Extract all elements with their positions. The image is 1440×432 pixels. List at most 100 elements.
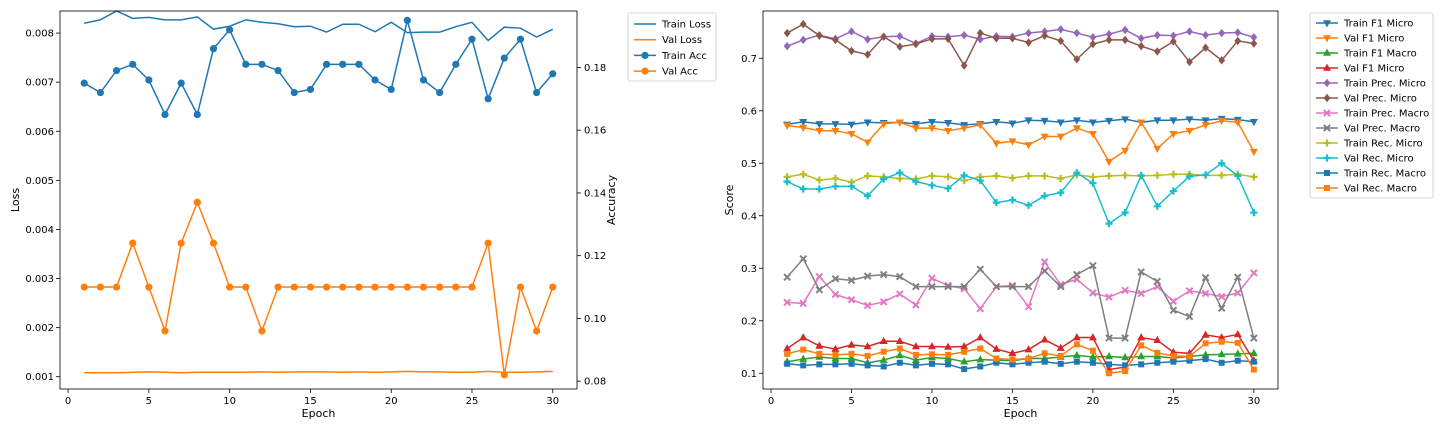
data-point	[419, 283, 428, 291]
y-right-tick-label: 0.12	[584, 251, 606, 262]
data-point	[928, 172, 936, 180]
data-point	[783, 178, 791, 186]
data-point	[468, 283, 476, 291]
data-point	[1056, 119, 1065, 127]
data-point	[1153, 202, 1161, 210]
data-point	[1169, 297, 1178, 306]
data-point	[177, 79, 185, 87]
data-point	[1250, 334, 1258, 342]
data-point	[1169, 131, 1178, 139]
series-line	[84, 10, 554, 42]
y-right-tick-label: 0.14	[584, 188, 606, 199]
data-point	[799, 124, 808, 132]
y-left-tick-label: 0.005	[25, 176, 54, 187]
y-right-tick-label: 0.10	[584, 314, 606, 325]
data-point	[1089, 261, 1097, 270]
data-point	[960, 282, 968, 291]
series-train-prec-micro	[783, 25, 1258, 51]
data-point	[1073, 55, 1081, 64]
data-point	[993, 359, 1000, 366]
data-point	[226, 283, 234, 291]
data-point	[1138, 361, 1145, 368]
y-left-tick-label: 0.003	[25, 274, 54, 285]
data-point	[1234, 172, 1242, 180]
data-point	[129, 239, 137, 247]
data-point	[1008, 196, 1017, 204]
data-point	[928, 274, 936, 283]
data-point	[1041, 192, 1049, 200]
data-point	[944, 34, 952, 44]
data-point	[976, 355, 985, 363]
data-point	[258, 60, 266, 68]
data-point	[799, 35, 807, 45]
series-line	[786, 28, 1255, 47]
data-point	[1137, 41, 1145, 51]
data-point	[879, 336, 888, 345]
data-point	[896, 169, 904, 177]
data-point	[1234, 357, 1241, 364]
data-point	[339, 283, 347, 291]
data-point	[129, 60, 137, 68]
data-point	[912, 362, 919, 369]
y-left-tick-label: 0.004	[25, 225, 54, 236]
data-point	[436, 88, 444, 97]
legend-label: Train Rec. Micro	[1343, 139, 1423, 150]
legend-loss-accuracy: Train Loss Val Loss Train Acc Val Acc	[627, 12, 717, 82]
y-right-tick-label: 0.18	[584, 63, 606, 74]
data-point	[242, 283, 250, 291]
legend-marker	[1323, 35, 1331, 43]
data-point	[879, 355, 888, 363]
x-tick-label: 0	[65, 396, 71, 407]
legend-label: Train Loss	[661, 20, 711, 31]
data-point	[1072, 125, 1081, 133]
data-point	[161, 110, 169, 119]
series-line	[787, 260, 1255, 310]
data-point	[815, 31, 823, 40]
x-tick-label: 5	[146, 396, 152, 407]
data-point	[912, 282, 920, 291]
data-point	[1009, 356, 1016, 363]
data-point	[112, 67, 121, 75]
data-point	[944, 173, 952, 181]
data-point	[1218, 56, 1226, 65]
data-point	[1056, 133, 1065, 141]
x-tick-label: 10	[223, 396, 236, 407]
data-point	[1041, 350, 1048, 357]
data-point	[1137, 333, 1146, 341]
data-point	[1201, 171, 1210, 179]
data-point	[1170, 358, 1177, 365]
data-point	[1072, 117, 1081, 125]
data-point	[944, 282, 952, 291]
data-point	[911, 125, 920, 133]
data-point	[831, 344, 840, 352]
x-axis-label: Epoch	[1004, 407, 1038, 420]
legend-label: Val F1 Micro	[1344, 64, 1404, 75]
data-point	[960, 61, 968, 70]
data-point	[1186, 353, 1193, 360]
data-point	[863, 342, 872, 350]
legend-marker	[1324, 170, 1330, 176]
data-point	[863, 301, 872, 310]
legend-label: Val Prec. Micro	[1344, 94, 1417, 105]
legend-label: Train Prec. Macro	[1343, 109, 1429, 120]
data-point	[1250, 209, 1258, 217]
data-point	[500, 371, 508, 379]
data-point	[355, 283, 363, 291]
data-point	[96, 283, 104, 291]
data-point	[864, 352, 871, 359]
data-point	[1121, 286, 1129, 295]
data-point	[896, 359, 903, 366]
data-point	[1040, 133, 1049, 141]
series-val-loss	[84, 370, 553, 374]
data-point	[1250, 358, 1257, 365]
data-point	[911, 355, 920, 363]
data-point	[1072, 333, 1081, 341]
data-point	[1169, 187, 1177, 195]
data-point	[1201, 289, 1210, 298]
data-point	[1153, 47, 1161, 56]
data-point	[1121, 353, 1130, 361]
data-point	[1056, 343, 1065, 351]
data-point	[1024, 172, 1033, 180]
data-point	[895, 119, 904, 127]
